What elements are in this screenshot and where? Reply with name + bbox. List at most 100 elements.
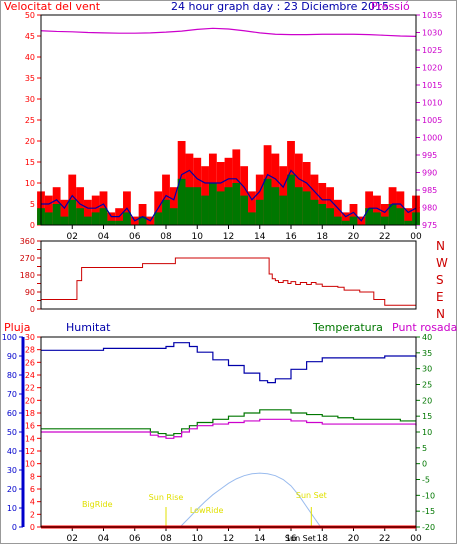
wind-speed-bar [326,208,334,225]
event-label: LowRide [190,506,224,515]
x-tick-label: 08 [160,534,172,544]
wind-speed-bar [154,212,163,225]
panel-wind-plot [37,27,420,225]
pressure-axis-tick-label: 1020 [422,64,442,73]
compass-label: S [436,273,444,287]
dewpoint-line [41,418,417,439]
rain-axis-tick-label: 4 [30,498,35,507]
wind-speed-bar [302,191,311,225]
pressure-axis-tick-label: 1015 [422,81,442,90]
temperature-axis-tick-label: -5 [422,476,430,485]
pressure-axis-tick-label: 1035 [422,11,442,20]
wind-gust-bar [380,204,389,225]
pressure-axis-tick-label: 980 [422,204,437,213]
direction-axis-tick-label: 360 [20,237,35,246]
temperature-axis-tick-label: 10 [422,428,432,437]
event-label: Sun Set [296,491,327,500]
wind-speed-bar [216,191,225,225]
x-tick-label: 06 [129,232,141,242]
wind-gust-bar [341,212,350,225]
x-tick-label: 04 [98,232,110,242]
wind-speed-bar [193,187,202,225]
rain-axis-tick-label: 18 [25,409,35,418]
wind-speed-bar [115,220,124,225]
wind-direction-line [41,257,416,306]
wind-gust-bar [333,199,342,225]
x-tick-label: 02 [67,534,78,544]
x-tick-label: 00 [410,534,422,544]
wind-speed-bar [162,199,170,225]
direction-axis-tick-label: 270 [20,254,35,263]
wind-gust-bar [44,195,53,225]
wind-speed-bar [349,216,358,225]
dewpoint-axis-label: Punt rosada [392,321,457,334]
humidity-axis-tick-label: 20 [7,485,17,494]
wind-axis-tick-label: 25 [25,116,35,125]
temperature-axis-label: Temperatura [312,321,383,334]
x-tick-label: 16 [285,232,297,242]
rain-axis-tick-label: 20 [25,396,35,405]
x-tick-label: 12 [223,534,234,544]
rain-axis-tick-label: 24 [25,371,35,380]
pressure-axis-tick-label: 975 [422,221,437,230]
direction-axis-tick-label: 0 [30,305,35,314]
humidity-axis-label: Humitat [66,321,111,334]
humidity-axis-tick-label: 0 [12,523,17,532]
wind-speed-bar [287,174,295,225]
wind-gust-bar [248,191,256,225]
rain-axis-tick-label: 16 [25,422,35,431]
wind-speed-bar [83,216,92,225]
pressure-axis-tick-label: 1000 [422,134,442,143]
rain-axis-tick-label: 8 [30,472,35,481]
panel-direction-plot [41,257,416,306]
rain-axis-label: Pluja [4,321,30,334]
pressure-axis-label: Pressió [371,0,410,13]
pressure-axis-tick-label: 990 [422,169,437,178]
x-tick-label: 16 [285,534,297,544]
panel-direction-axes: 0 90 180 270 360 [20,237,41,314]
pressure-axis-tick-label: 1005 [422,116,442,125]
x-tick-label: 20 [348,534,360,544]
humidity-axis-tick-label: 10 [7,504,17,513]
temperature-axis-tick-label: 25 [422,381,432,390]
compass-label: N [436,307,445,321]
wind-speed-bar [294,187,303,225]
temperature-axis-tick-label: -15 [422,507,435,516]
wind-axis-tick-label: 10 [25,179,35,188]
event-label: Sun Rise [149,493,184,502]
wind-speed-bar [333,216,342,225]
panel-climate-frame [40,336,417,528]
humidity-axis-tick-label: 100 [2,333,17,342]
direction-axis-tick-label: 90 [25,288,35,297]
compass-label: E [436,290,444,304]
x-tick-label: 10 [192,534,204,544]
x-tick-label: 10 [192,232,204,242]
temperature-axis-tick-label: 0 [422,460,427,469]
wind-speed-bar [271,187,280,225]
wind-axis-label: Velocitat del vent [4,0,101,13]
event-axis-label: Sun Set [285,534,316,543]
temperature-axis-tick-label: 40 [422,333,432,342]
pressure-axis-tick-label: 995 [422,151,437,160]
wind-speed-bar [76,208,84,225]
wind-speed-bar [279,195,288,225]
wind-gust-bar [326,187,334,225]
wind-axis-tick-label: 50 [25,11,35,20]
wind-axis-tick-label: 20 [25,137,35,146]
wind-speed-bar [138,216,147,225]
wind-speed-bar [185,187,194,225]
wind-speed-bar [91,212,100,225]
wind-speed-bar [263,178,272,225]
wind-speed-bar [224,187,233,225]
rain-axis-tick-label: 26 [25,358,35,367]
x-tick-label: 14 [254,232,266,242]
wind-axis-tick-label: 35 [25,74,35,83]
wind-axis-tick-label: 5 [30,200,35,209]
wind-speed-bar [365,208,374,225]
rain-axis-tick-label: 6 [30,485,35,494]
humidity-axis-tick-label: 50 [7,428,17,437]
wind-speed-bar [388,204,397,225]
compass-label: W [436,256,448,270]
wind-speed-bar [380,216,389,225]
